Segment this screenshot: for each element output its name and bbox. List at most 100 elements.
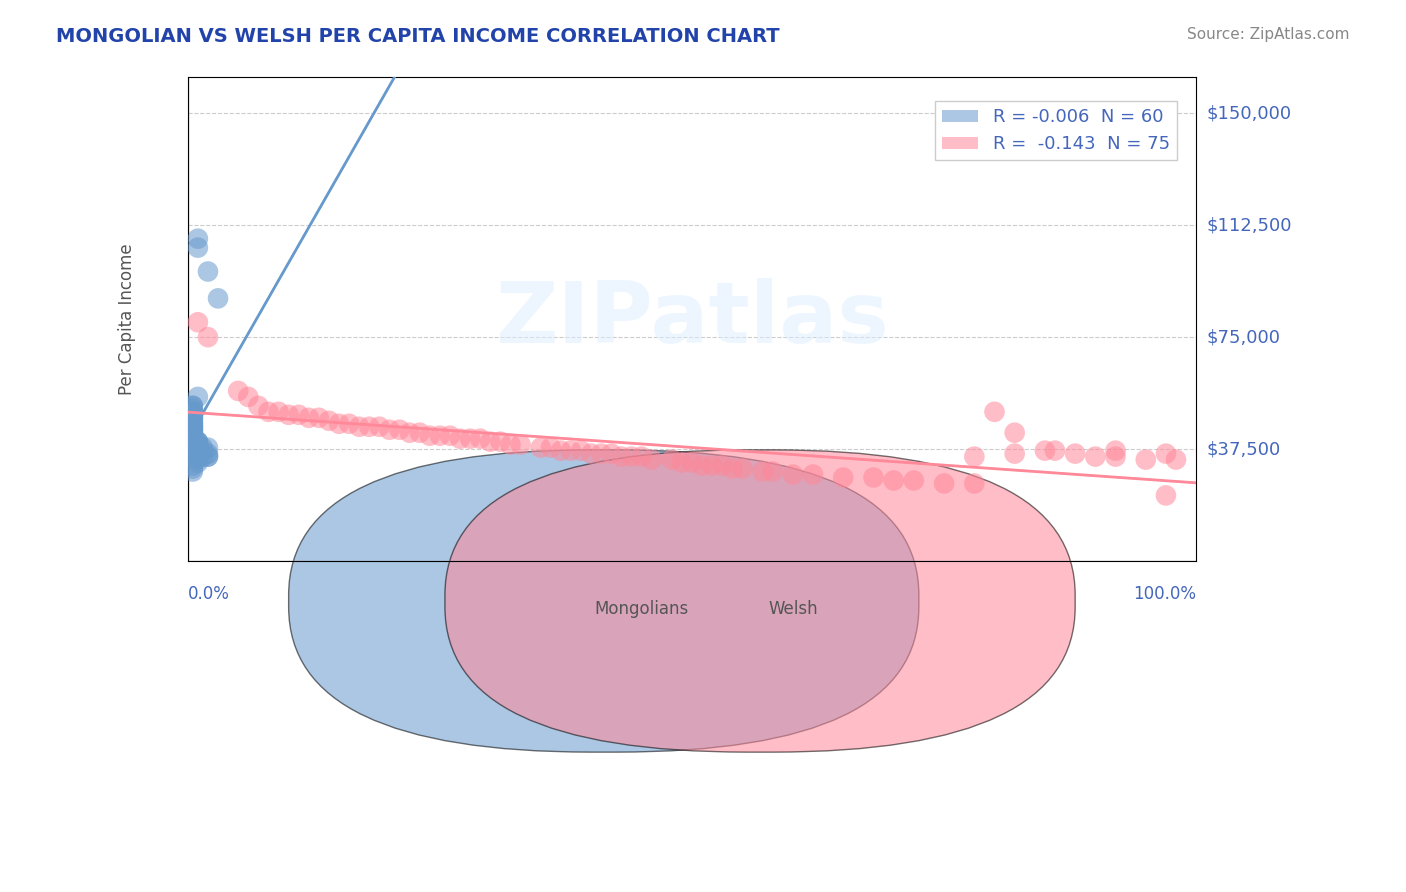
Text: Mongolians: Mongolians: [595, 599, 689, 618]
Point: [187, 443, 209, 458]
Legend: R = -0.006  N = 60, R =  -0.143  N = 75: R = -0.006 N = 60, R = -0.143 N = 75: [935, 101, 1177, 161]
Text: Per Capita Income: Per Capita Income: [118, 244, 136, 395]
Point: [620, 450, 643, 464]
Point: [1135, 452, 1157, 467]
Point: [610, 450, 633, 464]
Point: [429, 428, 451, 442]
Point: [1164, 452, 1187, 467]
Point: [181, 428, 204, 442]
Point: [479, 434, 502, 449]
Point: [187, 452, 209, 467]
Point: [197, 450, 219, 464]
Point: [1004, 447, 1026, 461]
Point: [509, 437, 531, 451]
Point: [187, 456, 209, 470]
Point: [181, 419, 204, 434]
Point: [731, 461, 754, 475]
Point: [388, 423, 411, 437]
Text: Source: ZipAtlas.com: Source: ZipAtlas.com: [1187, 27, 1350, 42]
Point: [751, 465, 773, 479]
Point: [470, 432, 492, 446]
Point: [181, 465, 204, 479]
Point: [550, 443, 572, 458]
Text: 0.0%: 0.0%: [188, 585, 229, 603]
Point: [187, 443, 209, 458]
FancyBboxPatch shape: [444, 450, 1076, 752]
Point: [661, 452, 683, 467]
Point: [1104, 450, 1126, 464]
Text: 100.0%: 100.0%: [1133, 585, 1197, 603]
Point: [449, 432, 471, 446]
Point: [181, 410, 204, 425]
Point: [197, 441, 219, 455]
Point: [187, 241, 209, 255]
Point: [181, 417, 204, 431]
Point: [530, 441, 553, 455]
Point: [489, 434, 512, 449]
Point: [257, 405, 280, 419]
Point: [782, 467, 804, 482]
Point: [181, 399, 204, 413]
Point: [298, 410, 321, 425]
Point: [197, 330, 219, 344]
Point: [181, 408, 204, 422]
Point: [247, 399, 270, 413]
Point: [540, 441, 562, 455]
Point: [903, 474, 925, 488]
Point: [187, 390, 209, 404]
Point: [591, 447, 613, 461]
Point: [187, 447, 209, 461]
Point: [181, 410, 204, 425]
Point: [181, 405, 204, 419]
Text: Welsh: Welsh: [768, 599, 818, 618]
Point: [277, 408, 299, 422]
Point: [690, 458, 713, 473]
Point: [181, 428, 204, 442]
Point: [419, 428, 441, 442]
Point: [181, 423, 204, 437]
Point: [181, 419, 204, 434]
Point: [671, 456, 693, 470]
Point: [862, 470, 884, 484]
Point: [579, 447, 602, 461]
Point: [681, 456, 703, 470]
FancyBboxPatch shape: [288, 450, 920, 752]
Point: [1104, 443, 1126, 458]
Point: [963, 476, 986, 491]
Point: [560, 443, 582, 458]
Point: [187, 434, 209, 449]
Point: [181, 461, 204, 475]
Point: [191, 450, 214, 464]
Point: [762, 465, 785, 479]
Point: [630, 450, 652, 464]
Text: MONGOLIAN VS WELSH PER CAPITA INCOME CORRELATION CHART: MONGOLIAN VS WELSH PER CAPITA INCOME COR…: [56, 27, 780, 45]
Point: [238, 390, 260, 404]
Point: [318, 414, 340, 428]
Point: [187, 441, 209, 455]
Point: [181, 405, 204, 419]
Point: [181, 425, 204, 440]
Point: [378, 423, 401, 437]
Text: $112,500: $112,500: [1206, 216, 1292, 235]
Point: [191, 443, 214, 458]
Point: [226, 384, 249, 398]
Point: [187, 315, 209, 329]
Point: [207, 291, 229, 305]
Point: [181, 423, 204, 437]
Point: [181, 432, 204, 446]
Point: [458, 432, 481, 446]
Point: [187, 450, 209, 464]
Point: [181, 423, 204, 437]
Point: [181, 432, 204, 446]
Point: [197, 264, 219, 278]
Point: [640, 452, 662, 467]
Point: [600, 447, 623, 461]
Point: [191, 441, 214, 455]
Point: [181, 428, 204, 442]
Point: [308, 410, 330, 425]
Point: [187, 434, 209, 449]
Point: [328, 417, 350, 431]
Point: [1033, 443, 1056, 458]
Point: [187, 437, 209, 451]
Point: [187, 437, 209, 451]
